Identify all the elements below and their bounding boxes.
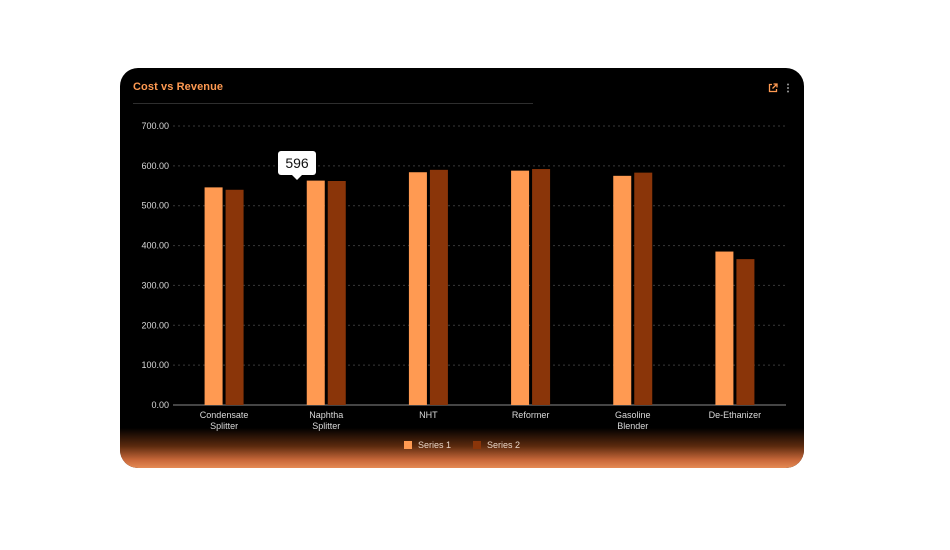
bar-series-2[interactable] <box>736 259 755 405</box>
legend-swatch-series-1 <box>403 441 412 449</box>
title-divider <box>133 103 533 104</box>
y-tick-label: 100.00 <box>141 360 169 370</box>
legend-item-series-2[interactable]: Series 2 <box>473 440 520 450</box>
y-tick-label: 500.00 <box>141 201 169 211</box>
bar-series-1[interactable] <box>613 175 632 405</box>
y-tick-label: 700.00 <box>141 121 169 131</box>
kebab-menu-icon[interactable] <box>782 82 794 94</box>
y-tick-label: 300.00 <box>141 280 169 290</box>
bar-series-2[interactable] <box>634 172 653 405</box>
x-tick-label: Reformer <box>512 410 550 420</box>
y-tick-label: 200.00 <box>141 320 169 330</box>
card-bottom-glow <box>120 428 804 468</box>
x-tick-label: De-Ethanizer <box>709 410 762 420</box>
value-tooltip: 596 <box>278 151 316 180</box>
y-tick-label: 600.00 <box>141 161 169 171</box>
external-link-icon[interactable] <box>767 82 779 94</box>
tooltip-value: 596 <box>285 155 309 171</box>
bar-series-2[interactable] <box>532 169 551 405</box>
legend-item-series-1[interactable]: Series 1 <box>403 440 451 450</box>
legend-label-series-1: Series 1 <box>417 440 451 450</box>
bar-series-2[interactable] <box>225 189 244 405</box>
bar-chart: 0.00 100.00 200.00 300.00 400.00 500.00 600.00… <box>141 121 786 431</box>
header-actions <box>767 82 794 94</box>
bar-series-2[interactable] <box>327 181 346 405</box>
bar-series-1[interactable] <box>204 187 223 405</box>
chart-title: Cost vs Revenue <box>133 81 224 93</box>
y-tick-label: 400.00 <box>141 241 169 251</box>
x-tick-label: NHT <box>419 410 438 420</box>
legend-label-series-2: Series 2 <box>487 440 521 450</box>
y-tick-label: 0.00 <box>151 400 169 410</box>
bar-series-1[interactable] <box>511 170 530 405</box>
x-tick-label: Gasoline Blender <box>615 410 651 431</box>
legend-swatch-series-2 <box>473 441 481 449</box>
chart-card: Cost vs Revenue 0.00 100.00 200.00 300.00 40… <box>120 68 804 468</box>
chart-legend: Series 1 Series 2 <box>120 440 804 450</box>
bar-series-2[interactable] <box>429 169 448 405</box>
bar-series-1[interactable] <box>715 251 734 405</box>
bar-series-1[interactable] <box>306 180 325 405</box>
x-tick-label: Condensate Splitter <box>200 410 249 431</box>
bar-series-1[interactable] <box>408 172 427 405</box>
x-tick-label: Naphtha Splitter <box>309 410 343 431</box>
